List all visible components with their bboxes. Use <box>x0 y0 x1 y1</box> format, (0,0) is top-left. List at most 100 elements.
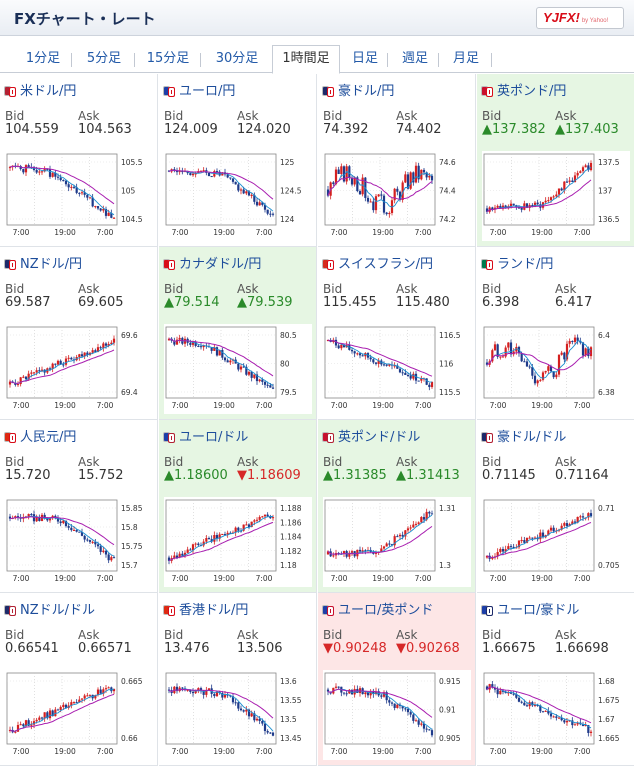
ask-label: Ask <box>396 628 418 642</box>
candle-body <box>541 372 545 380</box>
rate-card[interactable]: 英ポンド/ドル Bid Ask ▲1.31385 ▲1.31413 1.31 1.3 7:00… <box>318 420 476 593</box>
candle-body <box>75 187 78 193</box>
mini-chart[interactable]: 0.915 0.91 0.905 7:00 19:00 7:00 <box>323 670 471 760</box>
mini-chart-svg: 125 124.5 124 7:00 19:00 7:00 <box>165 153 302 237</box>
candle-body <box>67 184 70 188</box>
y-tick-label: 1.675 <box>598 696 620 705</box>
candle-body <box>56 518 60 522</box>
candle-body <box>361 355 364 357</box>
pair-name[interactable]: ユーロ/豪ドル <box>481 599 579 618</box>
rate-card[interactable]: 米ドル/円 Bid Ask 104.559 104.563 105.5 105 104.5 7:… <box>0 74 158 247</box>
mini-chart[interactable]: 1.188 1.186 1.184 1.182 1.18 7:00 19:00 7:00 <box>164 497 312 587</box>
pair-name[interactable]: 米ドル/円 <box>4 80 76 99</box>
x-tick-label: 7:00 <box>331 228 348 237</box>
pair-name[interactable]: スイスフラン/円 <box>322 253 433 272</box>
pair-name[interactable]: ランド/円 <box>481 253 553 272</box>
candle-body <box>48 710 52 719</box>
candle-body <box>269 516 272 519</box>
pair-name[interactable]: 英ポンド/ドル <box>322 426 420 445</box>
pair-name[interactable]: 香港ドル/円 <box>163 599 248 618</box>
plot-frame <box>483 153 595 226</box>
pair-name[interactable]: カナダドル/円 <box>163 253 261 272</box>
mini-chart[interactable]: 116.5 116 115.5 7:00 19:00 7:00 <box>323 324 471 414</box>
candle-body <box>361 550 364 552</box>
candle-body <box>8 381 12 385</box>
candle-body <box>493 687 497 690</box>
candle-body <box>27 514 30 517</box>
tab-5[interactable]: 日足 <box>351 51 378 66</box>
pair-name[interactable]: 人民元/円 <box>4 426 76 445</box>
rate-card[interactable]: 香港ドル/円 Bid Ask 13.476 13.506 13.6 13.55 13.5 13.… <box>159 593 317 766</box>
pair-name[interactable]: NZドル/円 <box>4 253 82 272</box>
candle-body <box>229 177 232 179</box>
pair-name[interactable]: ユーロ/ドル <box>163 426 248 445</box>
candle-body <box>589 162 593 171</box>
rate-card[interactable]: ユーロ/円 Bid Ask 124.009 124.020 125 124.5 124 7:00… <box>159 74 317 247</box>
rate-card[interactable]: スイスフラン/円 Bid Ask 115.455 115.480 116.5 116 115.… <box>318 247 476 420</box>
pair-label: ランド/円 <box>497 257 554 272</box>
tab-7[interactable]: 月足 <box>452 51 479 66</box>
x-tick-label: 7:00 <box>574 228 591 237</box>
candle-body <box>531 205 534 207</box>
candle-body <box>369 357 372 360</box>
mini-chart[interactable]: 6.4 6.38 7:00 19:00 7:00 <box>482 324 630 414</box>
mini-chart[interactable]: 0.71 0.705 7:00 19:00 7:00 <box>482 497 630 587</box>
mini-chart[interactable]: 1.31 1.3 7:00 19:00 7:00 <box>323 497 471 587</box>
currency-flag-icon <box>4 605 18 616</box>
candle-body <box>38 370 41 372</box>
candle-body <box>189 342 192 345</box>
mini-chart[interactable]: 15.85 15.8 15.75 15.7 7:00 19:00 7:00 <box>5 497 153 587</box>
rate-card[interactable]: 人民元/円 Bid Ask 15.720 15.752 15.85 15.8 15.75 15.… <box>0 420 158 593</box>
rate-card[interactable]: NZドル/円 Bid Ask 69.587 69.605 69.6 69.4 7:00 19:0… <box>0 247 158 420</box>
bid-value: 6.398 <box>482 295 520 310</box>
tab-4[interactable]: 1時間足 <box>272 45 340 74</box>
candle-body <box>326 551 330 555</box>
pair-name[interactable]: ユーロ/英ポンド <box>322 599 433 618</box>
rate-card[interactable]: ユーロ/英ポンド Bid Ask ▼0.90248 ▼0.90268 0.915 0.91 0… <box>318 593 476 766</box>
pair-name[interactable]: NZドル/ドル <box>4 599 95 618</box>
pair-name[interactable]: 豪ドル/ドル <box>481 426 566 445</box>
rate-card[interactable]: ランド/円 Bid Ask 6.398 6.417 6.4 6.38 7:00 19:00 7:0… <box>477 247 634 420</box>
pair-label: NZドル/ドル <box>20 603 96 618</box>
timeframe-tabs: 1分足 5分足 15分足 30分足 1時間足 日足 週足 月足 <box>0 43 634 74</box>
candle-body <box>263 204 267 210</box>
mini-chart[interactable]: 125 124.5 124 7:00 19:00 7:00 <box>164 151 312 241</box>
candle-body <box>356 177 359 192</box>
candle-body <box>512 693 515 695</box>
mini-chart[interactable]: 80.5 80 79.5 7:00 19:00 7:00 <box>164 324 312 414</box>
pair-name[interactable]: 英ポンド/円 <box>481 80 566 99</box>
mini-chart[interactable]: 0.665 0.66 7:00 19:00 7:00 <box>5 670 153 760</box>
pair-name[interactable]: ユーロ/円 <box>163 80 235 99</box>
candle-body <box>587 165 590 171</box>
ask-label: Ask <box>78 282 100 296</box>
tab-1[interactable]: 5分足 <box>86 51 122 66</box>
candle-body <box>364 692 367 695</box>
mini-chart[interactable]: 1.68 1.675 1.67 1.665 7:00 19:00 7:00 <box>482 670 630 760</box>
candle-body <box>396 365 399 369</box>
rate-card[interactable]: 英ポンド/円 Bid Ask ▲137.382 ▲137.403 137.5 137 136.… <box>477 74 634 247</box>
rate-card[interactable]: 豪ドル/円 Bid Ask 74.392 74.402 74.6 74.4 74.2 7:00 1… <box>318 74 476 247</box>
candle-body <box>380 548 383 553</box>
mini-chart[interactable]: 13.6 13.55 13.5 13.45 7:00 19:00 7:00 <box>164 670 312 760</box>
candle-body <box>186 689 189 691</box>
ask-label: Ask <box>396 455 418 469</box>
rate-card[interactable]: NZドル/ドル Bid Ask 0.66541 0.66571 0.665 0.66 7:00… <box>0 593 158 766</box>
mini-chart[interactable]: 137.5 137 136.5 7:00 19:00 7:00 <box>482 151 630 241</box>
pair-name[interactable]: 豪ドル/円 <box>322 80 394 99</box>
tab-2[interactable]: 15分足 <box>146 51 190 66</box>
mini-chart[interactable]: 105.5 105 104.5 7:00 19:00 7:00 <box>5 151 153 241</box>
tab-0[interactable]: 1分足 <box>25 51 61 66</box>
tab-3[interactable]: 30分足 <box>215 51 259 66</box>
rate-card[interactable]: カナダドル/円 Bid Ask ▲79.514 ▲79.539 80.5 80 79.5 7:0… <box>159 247 317 420</box>
candle-body <box>96 544 100 547</box>
candle-body <box>112 688 116 692</box>
yjfx-logo[interactable]: YJFX! by Yahoo! <box>536 7 624 29</box>
rate-card[interactable]: ユーロ/ドル Bid Ask ▲1.18600 ▼1.18609 1.188 1.186 1.… <box>159 420 317 593</box>
mini-chart[interactable]: 69.6 69.4 7:00 19:00 7:00 <box>5 324 153 414</box>
mini-chart[interactable]: 74.6 74.4 74.2 7:00 19:00 7:00 <box>323 151 471 241</box>
candle-body <box>218 349 221 356</box>
candle-body <box>406 528 410 531</box>
rate-card[interactable]: 豪ドル/ドル Bid Ask 0.71145 0.71164 0.71 0.705 7:00 1… <box>477 420 634 593</box>
rate-card[interactable]: ユーロ/豪ドル Bid Ask 1.66675 1.66698 1.68 1.675 1.67… <box>477 593 634 766</box>
tab-6[interactable]: 週足 <box>401 51 428 66</box>
